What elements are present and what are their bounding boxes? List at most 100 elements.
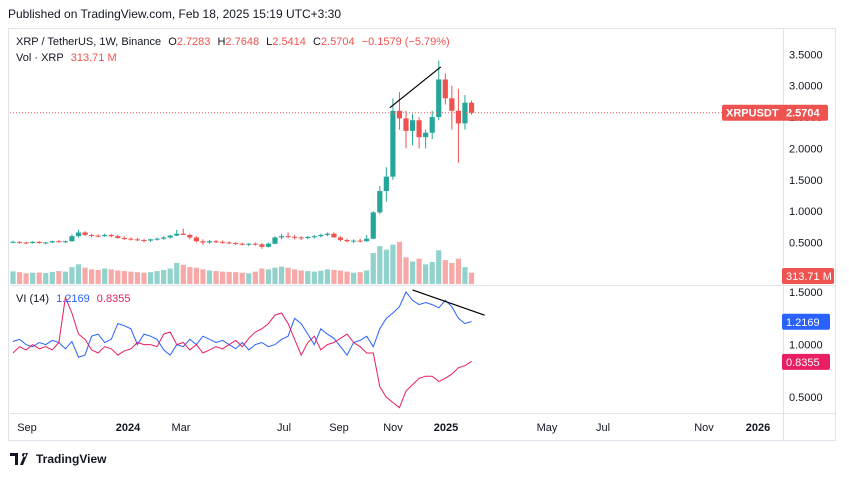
vi-label[interactable]: VI (14) (16, 293, 50, 305)
candle-body (174, 233, 180, 236)
volume-bar (161, 269, 167, 284)
candle-body (200, 241, 206, 243)
volume-bar (403, 257, 409, 284)
price-badge-symbol: XRPUSDT (726, 108, 779, 120)
close-label: C (312, 36, 321, 48)
time-axis-tick-label: Jul (277, 422, 291, 434)
time-axis-tick-label: 2025 (434, 422, 458, 434)
candle-body (95, 235, 101, 237)
tradingview-logo-icon (10, 453, 28, 465)
volume-bar (324, 269, 330, 284)
price-axis-tick-label: 2.0000 (789, 143, 823, 155)
volume-bar (187, 267, 193, 284)
volume-bar (49, 271, 55, 284)
time-axis-tick-label: Mar (172, 422, 191, 434)
candle-body (252, 243, 258, 245)
candle-body (305, 236, 311, 239)
candle-body (265, 243, 272, 247)
candle-body (102, 234, 108, 237)
vi-plus-line (12, 291, 472, 358)
candle-body (442, 79, 448, 99)
candle-body (233, 243, 239, 245)
symbol-title[interactable]: XRP / TetherUS, 1W, Binance (16, 36, 162, 48)
volume-bar (278, 266, 285, 284)
vi-minus-badge: 0.8355 (786, 357, 820, 369)
candle-body (246, 243, 252, 245)
volume-bar (298, 270, 304, 284)
candle-body (30, 241, 36, 244)
candle-body (377, 191, 383, 213)
price-axis-tick-label: 3.5000 (789, 49, 823, 61)
volume-bar (377, 246, 383, 284)
volume-bar (154, 271, 160, 284)
volume-bar (259, 268, 265, 284)
time-axis-tick-label: 2024 (116, 422, 141, 434)
candle-body (403, 118, 409, 131)
volume-label[interactable]: Vol · XRP (16, 52, 64, 64)
vi-axis-tick-label: 0.5000 (789, 392, 823, 404)
volume-bar (252, 271, 258, 284)
volume-bar (128, 271, 134, 284)
volume-bar (233, 272, 239, 284)
candle-body (324, 233, 330, 235)
candle-body (147, 239, 154, 241)
tradingview-brand: TradingView (36, 452, 107, 466)
volume-bar (226, 271, 232, 284)
candle-body (16, 241, 23, 243)
volume-bar (36, 272, 42, 284)
volume-bar (180, 264, 186, 284)
volume-bar (292, 269, 298, 284)
volume-badge: 313.71 M (786, 271, 832, 283)
candle-body (344, 239, 350, 242)
candle-body (311, 236, 317, 238)
candle-body (364, 238, 370, 242)
high-label: H (217, 36, 226, 48)
candle-body (462, 102, 468, 124)
volume-bar (305, 271, 311, 284)
candle-body (383, 176, 389, 192)
candle-body (436, 79, 442, 118)
volume-bar (30, 272, 36, 284)
high-value: 2.7648 (225, 36, 260, 48)
volume-bar (364, 270, 370, 284)
candle-body (416, 120, 422, 138)
volume-bar (442, 260, 448, 284)
volume-bar (69, 267, 75, 284)
volume-bar (213, 271, 219, 284)
candle-body (357, 240, 363, 242)
volume-bar (174, 262, 180, 284)
candle-body (10, 241, 16, 243)
candle-body (187, 234, 193, 238)
candle-body (272, 237, 278, 244)
volume-legend: Vol · XRP 313.71 M (16, 52, 121, 64)
volume-bar (285, 267, 291, 284)
volume-bar (89, 269, 95, 284)
volume-bar (10, 271, 16, 284)
vi-trendline (412, 289, 485, 316)
volume-bar (351, 272, 357, 284)
price-axis-tick-label: 1.0000 (789, 206, 823, 218)
vi-plus-badge: 1.2169 (786, 317, 820, 329)
candle-body (49, 241, 55, 243)
volume-bar (200, 269, 206, 284)
time-axis-tick-label: Jul (596, 422, 610, 434)
volume-bar (272, 267, 278, 284)
candle-body (82, 232, 88, 235)
volume-bar (416, 258, 422, 284)
volume-bar (102, 268, 108, 284)
candle-body (396, 110, 403, 119)
candle-body (115, 236, 121, 239)
candle-body (351, 240, 357, 242)
volume-bar (246, 273, 252, 284)
volume-bar (357, 272, 363, 284)
candle-body (134, 239, 141, 241)
volume-bar (449, 262, 455, 284)
time-axis-tick-label: Nov (694, 422, 714, 434)
vi-plus-badge-bg (782, 313, 830, 330)
vi-minus-line (12, 295, 472, 409)
candle-body (429, 117, 435, 133)
candle-body (259, 244, 265, 247)
volume-bar (318, 270, 324, 284)
candle-body (337, 237, 344, 240)
